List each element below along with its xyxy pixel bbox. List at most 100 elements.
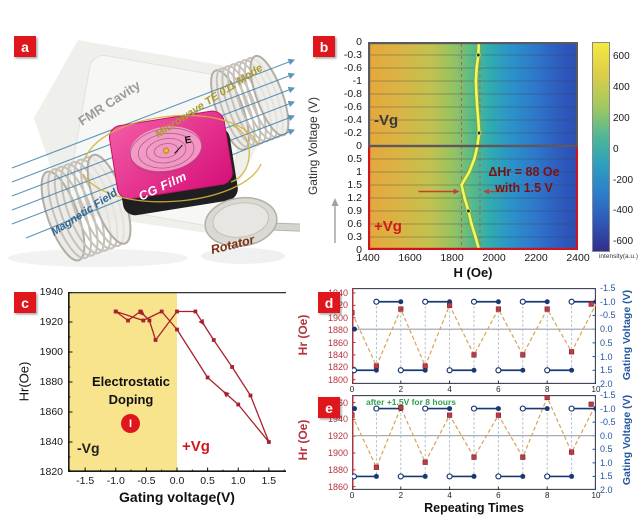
hr-point-marker (471, 352, 477, 358)
data-point-marker (205, 375, 210, 380)
gate-marker-open (422, 298, 429, 305)
data-point-marker (211, 338, 216, 342)
b-x-tick: 1800 (440, 252, 464, 264)
panel-e-xtick-labels: 0 2 4 6 8 10 (350, 491, 601, 500)
c-x-tick: 1.5 (261, 475, 277, 487)
gate-marker-filled (373, 367, 379, 373)
hr-point-marker (398, 306, 404, 312)
microwave-mode-loops (129, 127, 203, 174)
left-axis-tick: 1840 (327, 349, 348, 360)
b-x-tick: 1600 (398, 252, 422, 264)
gate-marker-open (568, 405, 575, 412)
gate-marker-open (470, 405, 478, 412)
b-y-tick: 0.3 (347, 231, 362, 243)
b-y-tick: -1 (352, 75, 362, 87)
panel-a-illustration: E CG Film FMR Cavity Microwave TE 011 Mo… (8, 40, 300, 267)
hr-point-marker (520, 454, 526, 460)
right-axis-tick: 1.5 (600, 365, 613, 376)
gate-marker-open (519, 298, 526, 305)
right-axis-tick: 2.0 (600, 379, 613, 389)
left-axis-tick: 1920 (327, 431, 348, 442)
gate-marker-open (422, 405, 429, 412)
gate-marker-filled (447, 406, 453, 412)
region-badge-I: I (121, 414, 140, 433)
colorbar-tick: 400 (613, 82, 630, 94)
x-axis-tick: 10 (591, 385, 601, 394)
gate-marker-open (495, 473, 502, 480)
c-x-tick: 0.0 (169, 475, 185, 487)
pos-vg-label: +Vg (182, 438, 210, 455)
panel-b-heatmap: -Vg +Vg ΔHr = 88 Oe with 1.5 V (368, 42, 578, 250)
b-y-tick: 0 (356, 244, 362, 256)
hr-point-marker (373, 363, 379, 369)
gate-marker-open (373, 298, 380, 305)
c-y-tick: 1880 (39, 376, 63, 388)
right-axis-tick: -0.5 (600, 417, 616, 428)
b-x-tick: 1400 (356, 252, 380, 264)
right-axis-tick: -1.5 (600, 283, 616, 293)
panel-c-ytick-labels: 1820 1840 1860 1880 1900 1920 1940 (32, 286, 65, 478)
hr-point-marker (569, 449, 575, 455)
c-x-tick: -1.5 (76, 475, 95, 487)
right-axis-tick: -1.0 (600, 296, 616, 307)
colorbar-tick: 600 (613, 51, 630, 63)
data-point-marker (266, 440, 271, 444)
neg-vg-frame (368, 42, 578, 148)
gate-marker-open (470, 298, 478, 305)
data-point-marker (147, 318, 152, 323)
colorbar-tick: 200 (613, 113, 630, 125)
left-axis-tick: 1860 (327, 337, 348, 348)
gate-marker-open (544, 367, 551, 374)
right-axis-tick: 0.5 (600, 337, 613, 348)
hr-point-marker (447, 302, 453, 308)
panel-label-a: a (14, 36, 36, 57)
x-axis-tick: 0 (349, 491, 355, 500)
panel-label-b: b (313, 36, 335, 57)
x-axis-tick: 2 (398, 491, 404, 500)
right-axis-tick: 1.0 (600, 351, 613, 362)
gate-marker-filled (544, 299, 550, 305)
x-axis-tick: 4 (447, 491, 452, 500)
data-point-marker (141, 318, 146, 323)
gate-marker-filled (593, 406, 596, 412)
left-axis-tick: 1880 (327, 464, 348, 475)
gate-marker-filled (544, 406, 550, 412)
b-y-tick: 0.5 (347, 153, 362, 165)
gate-marker-open (446, 367, 453, 374)
delta-right-arrow-head (483, 188, 490, 195)
panel-d-chart (352, 288, 596, 384)
rotator-shadow (201, 248, 285, 264)
rotator-disc (204, 196, 300, 248)
hr-point-marker (352, 310, 355, 316)
hr-point-marker (422, 459, 428, 465)
hr-point-marker (373, 464, 379, 470)
hr-point-marker (495, 306, 501, 312)
gate-marker-filled (398, 299, 404, 305)
after-gating-annotation: after +1.5V for 8 hours (366, 397, 456, 407)
gate-marker-open (352, 473, 358, 480)
gate-start-marker (352, 326, 357, 332)
neg-vg-label: -Vg (374, 112, 399, 129)
gate-marker-filled (422, 473, 428, 479)
gate-marker-open (352, 367, 358, 374)
floor-shadow (8, 249, 188, 267)
b-x-tick: 2000 (482, 252, 506, 264)
b-y-tick: 0.6 (347, 218, 362, 230)
colorbar-tick: -600 (613, 236, 634, 248)
gate-start-marker (352, 406, 357, 412)
right-axis-tick: 2.0 (600, 485, 613, 495)
gate-marker-open (568, 298, 575, 305)
electrostatic-doping-line2: Doping (108, 392, 154, 407)
resonance-marker (466, 208, 471, 214)
right-axis-tick: 0.5 (600, 444, 613, 455)
b-y-tick: 1.5 (347, 179, 362, 191)
panel-d-ylabel-right: Gating Voltage (V) (621, 289, 633, 381)
colorbar-tick: -400 (613, 205, 634, 217)
cg-film-sample: E CG Film (108, 110, 238, 216)
x-axis-tick: 10 (591, 491, 601, 500)
hr-point-marker (495, 412, 501, 418)
colorbar-tick: -200 (613, 174, 634, 186)
panel-e-chart (352, 395, 596, 490)
resonance-marker (476, 130, 482, 136)
data-point-marker (175, 327, 179, 332)
